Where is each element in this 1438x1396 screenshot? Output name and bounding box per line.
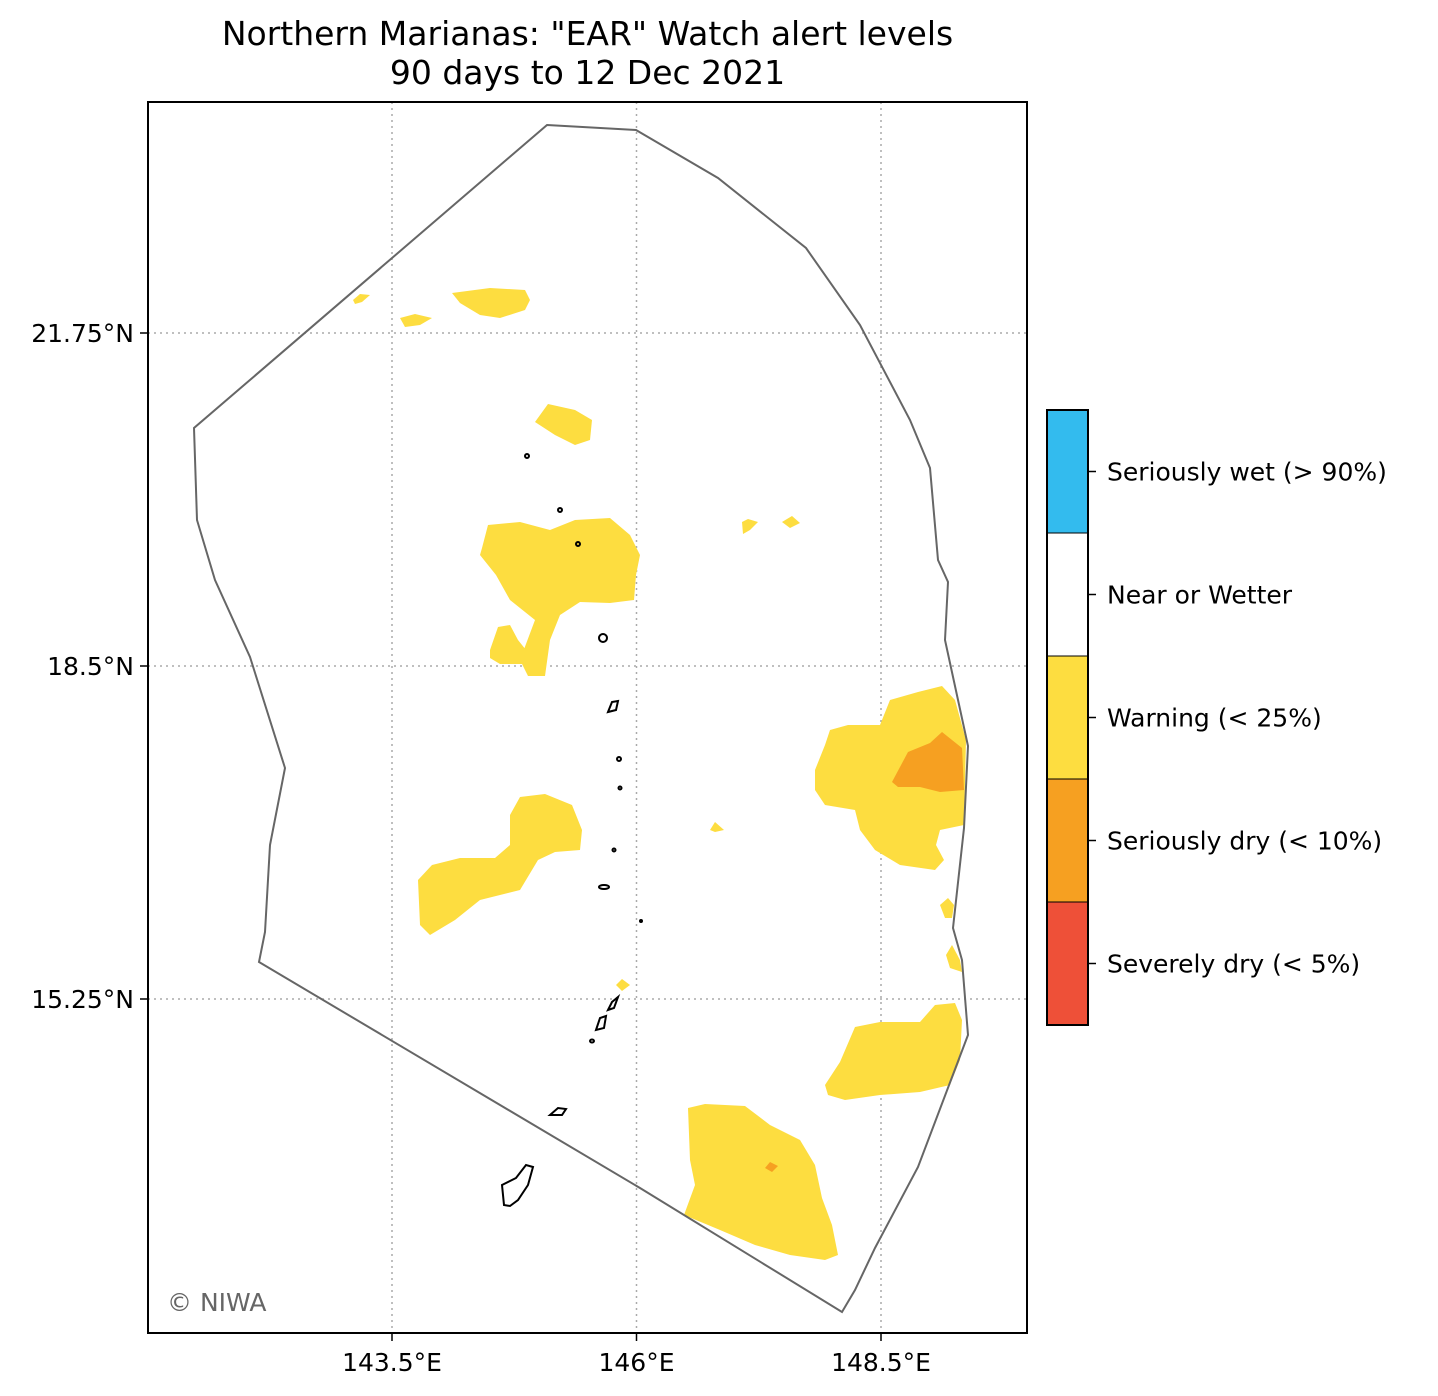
legend-swatch: [1046, 655, 1089, 780]
island: [524, 453, 530, 459]
warning-area: [710, 822, 724, 832]
island: [500, 1163, 535, 1208]
legend-swatch: [1046, 532, 1089, 657]
island: [606, 699, 620, 714]
legend-swatch: [1046, 901, 1089, 1026]
warning-area: [353, 294, 370, 304]
island: [606, 993, 621, 1012]
y-tick-label: 18.5°N: [47, 652, 134, 681]
island: [589, 1038, 595, 1044]
legend-swatch: [1046, 409, 1089, 534]
island-coastlines: [500, 453, 643, 1208]
legend-colorbar: Seriously wet (> 90%) Near or Wetter Warni…: [1046, 409, 1387, 1026]
island: [598, 633, 608, 643]
map-frame: [147, 101, 1028, 1334]
warning-area: [452, 288, 530, 318]
warning-area: [940, 898, 954, 918]
seriously-dry-area: [765, 1162, 778, 1172]
island: [598, 884, 610, 890]
legend-label: Severely dry (< 5%): [1107, 950, 1360, 979]
x-tick-label: 146°E: [598, 1348, 674, 1377]
legend-label: Warning (< 25%): [1107, 704, 1322, 733]
legend-label: Seriously dry (< 10%): [1107, 827, 1382, 856]
x-tick-label: 143.5°E: [342, 1348, 442, 1377]
island: [575, 541, 581, 547]
copyright-notice: © NIWA: [167, 1288, 266, 1317]
warning-area: [825, 1003, 962, 1100]
gridlines: [148, 102, 1027, 1333]
warning-area: [684, 1104, 838, 1260]
island: [594, 1014, 608, 1032]
warning-area: [815, 686, 966, 870]
island: [617, 785, 623, 791]
island: [547, 1106, 568, 1116]
island: [611, 847, 617, 853]
warning-area: [400, 314, 432, 327]
y-tick-label: 21.75°N: [31, 319, 134, 348]
warning-area: [490, 625, 530, 664]
y-tick-label: 15.25°N: [31, 985, 134, 1014]
x-tick-label: 148.5°E: [831, 1348, 931, 1377]
map-subtitle: 90 days to 12 Dec 2021: [389, 53, 786, 92]
warning-area: [742, 519, 758, 534]
warning-area: [616, 979, 630, 991]
map-panel: © NIWA: [147, 101, 1028, 1334]
warning-area: [480, 518, 640, 676]
x-axis-ticks: 143.5°E 146°E 148.5°E: [342, 1333, 931, 1377]
map-title: Northern Marianas: "EAR" Watch alert lev…: [221, 14, 954, 53]
island: [557, 507, 563, 513]
legend-label: Seriously wet (> 90%): [1107, 458, 1387, 487]
legend-frame: [1046, 409, 1089, 1026]
warning-area: [418, 794, 582, 935]
eez-boundary: [192, 123, 970, 1314]
island: [616, 756, 622, 762]
warning-area: [535, 404, 592, 445]
warning-area: [946, 945, 962, 972]
seriously-dry-area: [892, 732, 964, 792]
legend-label: Near or Wetter: [1107, 581, 1293, 610]
legend-swatch: [1046, 778, 1089, 903]
warning-areas: [353, 288, 966, 1260]
y-axis-ticks: 21.75°N 18.5°N 15.25°N: [31, 319, 148, 1014]
warning-area: [782, 516, 800, 528]
island: [639, 919, 643, 923]
seriously-dry-areas: [765, 732, 964, 1172]
